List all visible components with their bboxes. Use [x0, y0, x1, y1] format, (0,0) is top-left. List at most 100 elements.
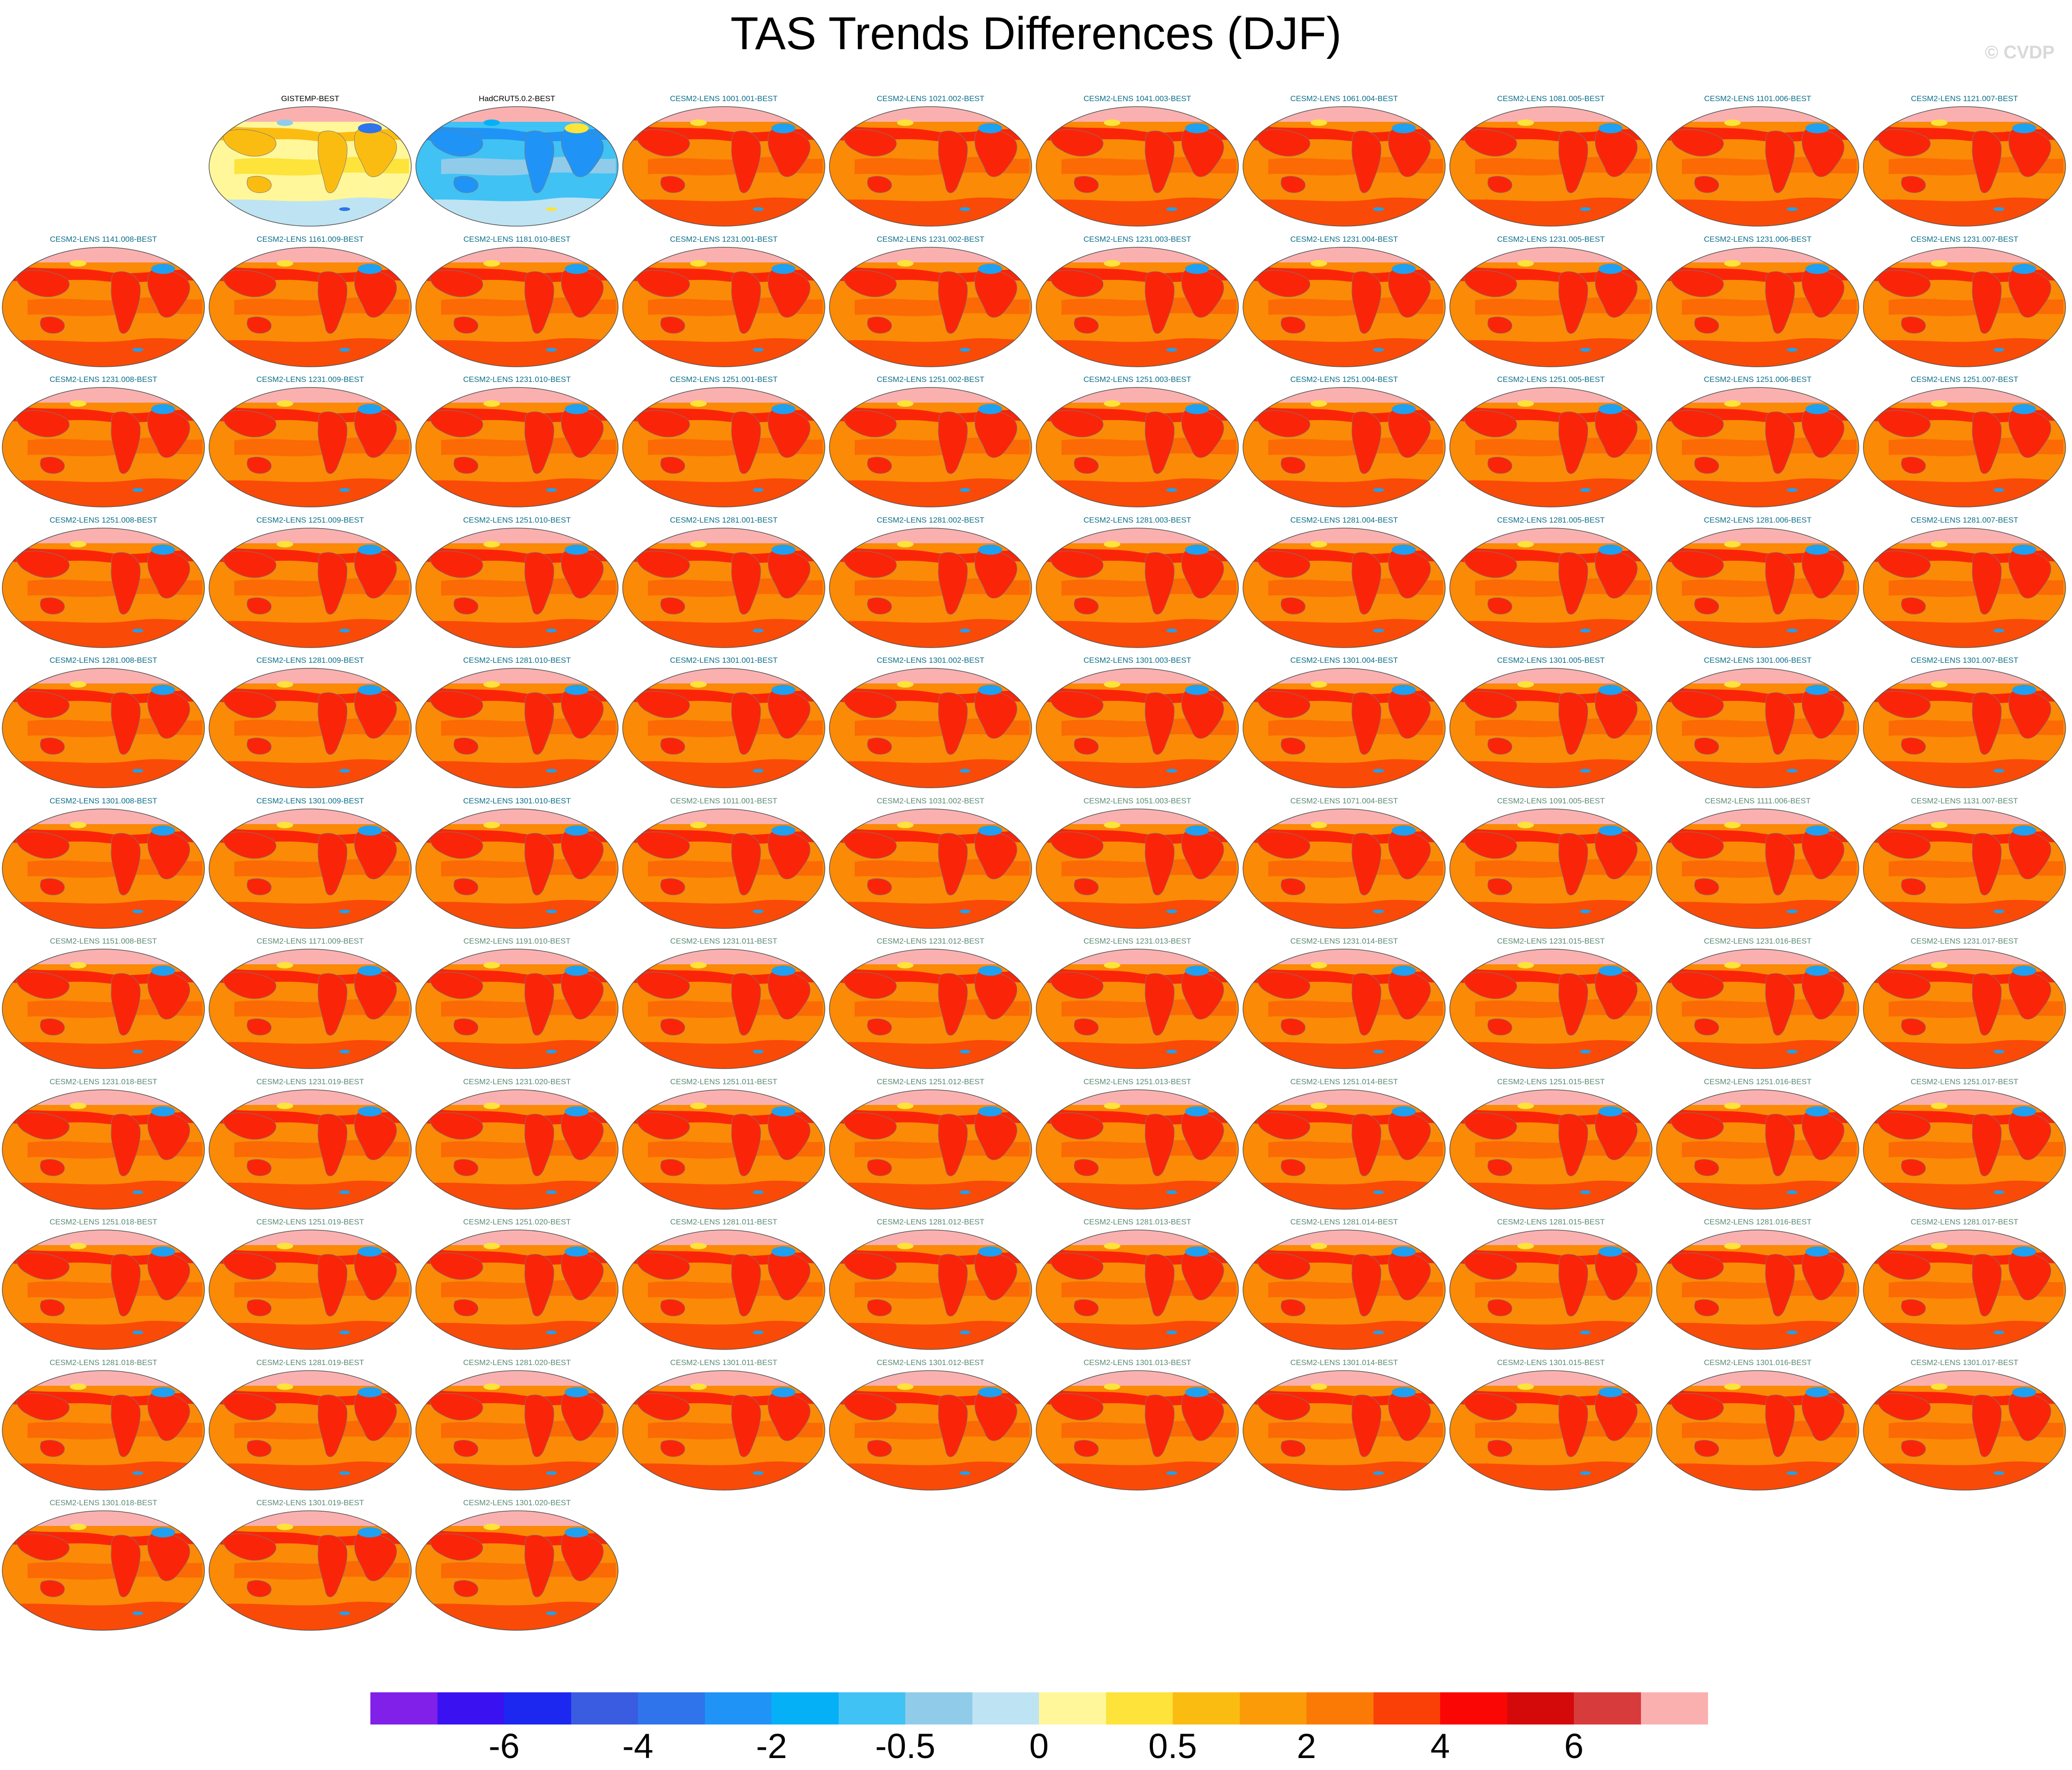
anomaly-spot: [1580, 1331, 1591, 1334]
continent-australia: [867, 1159, 892, 1176]
anomaly-spot: [1787, 769, 1798, 773]
map-outline: [622, 246, 825, 367]
continent-africa-europe: [354, 1392, 397, 1441]
southern-band: [1450, 759, 1652, 788]
map-outline: [1243, 1229, 1446, 1350]
continent-africa-europe: [1595, 410, 1638, 458]
map-outline: [1656, 387, 1859, 507]
anomaly-spot: [1993, 769, 2004, 773]
map-field: [209, 528, 411, 648]
continent-africa-europe: [354, 129, 397, 177]
anomaly-spot: [1104, 260, 1120, 267]
panel-title: CESM2-LENS 1011.001-BEST: [670, 796, 778, 805]
panel-title: CESM2-LENS 1031.002-BEST: [876, 796, 985, 805]
anomaly-spot: [483, 120, 500, 126]
anomaly-spot: [1805, 1387, 1829, 1397]
continent-africa-europe: [2008, 831, 2051, 879]
globe-map: [415, 1510, 619, 1631]
continent-africa-europe: [2008, 269, 2051, 318]
map-field: [829, 668, 1032, 788]
southern-band: [1243, 1320, 1445, 1349]
continent-americas: [524, 131, 554, 193]
southern-band: [209, 197, 411, 226]
continent-americas: [1145, 973, 1175, 1036]
continent-asia: [1877, 1112, 1931, 1140]
map-outline: [1243, 387, 1446, 507]
map-panel: CESM2-LENS 1091.005-BEST: [1448, 797, 1654, 934]
map-outline: [415, 1370, 619, 1491]
anomaly-spot: [959, 769, 971, 773]
panel-title: CESM2-LENS 1231.009-BEST: [256, 375, 364, 384]
continent-asia: [1464, 831, 1517, 859]
map-outline: [209, 527, 412, 648]
map-field: [416, 1230, 618, 1349]
globe-map: [622, 1229, 825, 1350]
anomaly-spot: [2012, 966, 2036, 976]
continent-africa-europe: [767, 831, 811, 879]
panel-title: CESM2-LENS 1171.009-BEST: [256, 937, 364, 945]
globe-map: [1243, 949, 1446, 1069]
continent-americas: [111, 411, 141, 474]
map-field: [829, 528, 1032, 648]
anomaly-spot: [1185, 825, 1209, 836]
continent-americas: [1972, 1394, 2002, 1457]
panel-title: CESM2-LENS 1301.016-BEST: [1703, 1358, 1812, 1367]
anomaly-spot: [897, 541, 914, 547]
map-field: [1450, 1089, 1652, 1209]
southern-band: [2, 1040, 204, 1069]
continent-asia: [223, 1393, 277, 1421]
continent-asia: [16, 972, 70, 999]
continent-asia: [16, 269, 70, 297]
continent-asia: [223, 691, 277, 718]
anomaly-spot: [358, 544, 382, 555]
anomaly-spot: [1787, 488, 1798, 492]
map-outline: [1449, 106, 1652, 227]
continent-australia: [1074, 316, 1099, 334]
continent-asia: [1670, 691, 1724, 718]
anomaly-spot: [1931, 1102, 1947, 1109]
colorbar-segment: [704, 1692, 772, 1724]
continent-africa-europe: [767, 971, 811, 1020]
southern-band: [829, 478, 1032, 507]
map-panel: CESM2-LENS 1301.006-BEST: [1654, 656, 1861, 794]
continent-australia: [454, 316, 478, 334]
anomaly-spot: [2012, 1106, 2036, 1116]
continent-australia: [660, 1440, 685, 1457]
map-outline: [2, 1510, 205, 1631]
continent-asia: [1670, 550, 1724, 578]
anomaly-spot: [1580, 628, 1591, 632]
continent-americas: [1765, 1113, 1795, 1176]
panel-title: CESM2-LENS 1281.004-BEST: [1290, 515, 1398, 524]
panel-title: CESM2-LENS 1301.004-BEST: [1290, 656, 1398, 665]
continent-asia: [1050, 129, 1104, 157]
map-outline: [1036, 808, 1239, 929]
map-outline: [415, 1089, 619, 1210]
map-panel: CESM2-LENS 1301.020-BEST: [414, 1498, 620, 1636]
southern-band: [1450, 619, 1652, 648]
anomaly-spot: [772, 263, 795, 274]
map-outline: [209, 1510, 412, 1631]
anomaly-spot: [1392, 544, 1416, 555]
continent-asia: [223, 1252, 277, 1280]
panel-title: CESM2-LENS 1251.001-BEST: [670, 375, 778, 384]
map-panel: CESM2-LENS 1301.018-BEST: [0, 1498, 207, 1636]
map-outline: [1863, 808, 2066, 929]
continent-americas: [524, 552, 554, 615]
anomaly-spot: [1931, 120, 1947, 126]
continent-asia: [1050, 550, 1104, 578]
map-field: [416, 949, 618, 1069]
continent-australia: [1694, 738, 1719, 755]
continent-australia: [1487, 1019, 1512, 1036]
continent-asia: [1050, 1252, 1104, 1280]
globe-map: [1243, 106, 1446, 227]
anomaly-spot: [1805, 263, 1829, 274]
southern-band: [1036, 759, 1238, 788]
map-panel: CESM2-LENS 1231.004-BEST: [1241, 235, 1448, 373]
continent-americas: [1145, 1394, 1175, 1457]
map-panel: CESM2-LENS 1191.010-BEST: [414, 937, 620, 1075]
continent-asia: [1877, 972, 1931, 999]
map-panel: CESM2-LENS 1251.003-BEST: [1034, 375, 1241, 513]
map-field: [209, 949, 411, 1069]
globe-map: [1656, 387, 1859, 507]
map-field: [1036, 949, 1238, 1069]
